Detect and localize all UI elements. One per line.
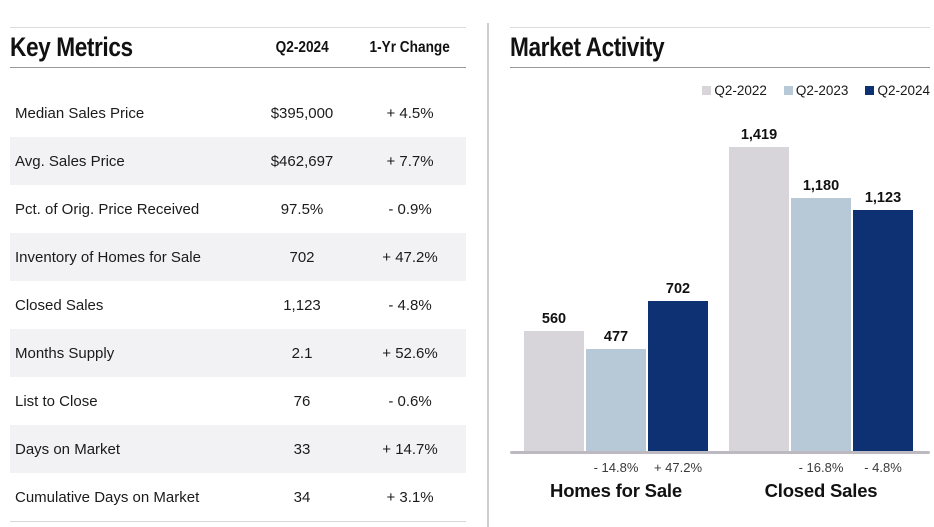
pct-change-label: - 16.8%: [798, 460, 844, 475]
bar-col: 702: [648, 280, 708, 451]
category-label-homes-for-sale: Homes for Sale: [550, 480, 682, 501]
metric-value: 34: [293, 488, 311, 506]
table-row: List to Close 76 - 0.6%: [10, 377, 466, 425]
metric-change: + 52.6%: [382, 344, 438, 362]
column-header-change: 1-Yr Change: [369, 38, 451, 56]
metric-value: 1,123: [283, 296, 321, 314]
market-activity-title: Market Activity: [510, 32, 665, 62]
category-label-closed-sales: Closed Sales: [764, 480, 878, 501]
bar-chart-plot: 560 477 702 1,419 1,180: [510, 121, 930, 451]
legend-item-q2-2022: Q2-2022: [702, 83, 767, 98]
bar-q2-2022-homes: [524, 331, 584, 451]
bar-value-label: 1,419: [740, 127, 778, 143]
metric-change: + 14.7%: [382, 440, 438, 458]
pct-group-homes-for-sale: - 14.8% + 47.2%: [524, 460, 708, 475]
metric-change: + 4.5%: [386, 104, 434, 122]
legend-item-q2-2023: Q2-2023: [783, 82, 849, 98]
bar-col: 477: [586, 328, 646, 451]
metric-value: 2.1: [291, 344, 313, 362]
metric-label: Avg. Sales Price: [15, 152, 125, 170]
metric-value: $462,697: [270, 152, 334, 170]
bar-group-closed-sales: 1,419 1,180 1,123: [729, 126, 913, 451]
legend-swatch-icon: [702, 85, 712, 95]
bar-col: 1,419: [729, 126, 789, 451]
bar-value-label: 702: [665, 281, 691, 297]
key-metrics-panel: Key Metrics Q2-2024 1-Yr Change Median S…: [10, 27, 466, 522]
table-row: Inventory of Homes for Sale 702 + 47.2%: [10, 233, 466, 281]
vertical-divider: [487, 23, 489, 527]
pct-change-label: - 14.8%: [593, 460, 639, 475]
column-header-period: Q2-2024: [275, 38, 329, 56]
market-activity-header: Market Activity: [510, 27, 930, 68]
legend-swatch-icon: [783, 85, 793, 95]
metric-label: Months Supply: [15, 344, 115, 362]
bar-col: 560: [524, 310, 584, 451]
category-label-row: Homes for Sale Closed Sales: [510, 480, 930, 502]
metric-value: 97.5%: [280, 200, 324, 218]
metric-change: - 0.6%: [388, 392, 432, 410]
legend-label: Q2-2022: [714, 82, 767, 98]
table-spacer: [10, 68, 466, 89]
metric-label: Days on Market: [15, 440, 121, 458]
pct-change-label: [524, 460, 584, 475]
legend-label: Q2-2024: [877, 82, 930, 98]
legend-label: Q2-2023: [795, 82, 849, 98]
metric-change: + 3.1%: [386, 488, 434, 506]
pct-group-closed-sales: - 16.8% - 4.8%: [729, 460, 913, 475]
bar-col: 1,123: [853, 189, 913, 451]
metric-change: + 47.2%: [382, 248, 438, 266]
bar-q2-2022-closed: [729, 147, 789, 451]
bar-q2-2024-homes: [648, 301, 708, 451]
key-metrics-header: Key Metrics Q2-2024 1-Yr Change: [10, 27, 466, 68]
bar-value-label: 1,180: [802, 178, 840, 194]
x-axis-line: [510, 451, 930, 454]
metrics-table: Median Sales Price $395,000 + 4.5% Avg. …: [10, 89, 466, 522]
table-row: Pct. of Orig. Price Received 97.5% - 0.9…: [10, 185, 466, 233]
table-column-headers: Q2-2024 1-Yr Change: [242, 39, 466, 57]
metric-change: - 0.9%: [388, 200, 432, 218]
pct-change-label: [729, 460, 789, 475]
metric-label: List to Close: [15, 392, 98, 410]
table-row: Avg. Sales Price $462,697 + 7.7%: [10, 137, 466, 185]
table-row: Median Sales Price $395,000 + 4.5%: [10, 89, 466, 137]
bar-q2-2023-closed: [791, 198, 851, 451]
metric-value: $395,000: [270, 104, 334, 122]
pct-change-row: - 14.8% + 47.2% - 16.8% - 4.8%: [510, 460, 930, 475]
pct-change-label: + 47.2%: [653, 460, 703, 475]
table-row: Closed Sales 1,123 - 4.8%: [10, 281, 466, 329]
metric-label: Closed Sales: [15, 296, 104, 314]
bar-value-label: 477: [603, 329, 629, 345]
metric-label: Inventory of Homes for Sale: [15, 248, 201, 266]
bar-col: 1,180: [791, 177, 851, 451]
metric-label: Cumulative Days on Market: [15, 488, 200, 506]
bar-q2-2023-homes: [586, 349, 646, 451]
metric-value: 33: [293, 440, 311, 458]
metric-change: + 7.7%: [386, 152, 434, 170]
metric-value: 702: [289, 248, 315, 266]
legend-item-q2-2024: Q2-2024: [865, 83, 930, 98]
metric-change: - 4.8%: [388, 296, 432, 314]
pct-change-label: - 4.8%: [864, 460, 902, 475]
chart-legend: Q2-2022 Q2-2023 Q2-2024: [510, 81, 930, 99]
metric-label: Pct. of Orig. Price Received: [15, 200, 200, 218]
market-activity-panel: Market Activity Q2-2022 Q2-2023 Q2-2024 …: [510, 27, 930, 502]
metric-value: 76: [293, 392, 311, 410]
table-row: Days on Market 33 + 14.7%: [10, 425, 466, 473]
legend-swatch-icon: [865, 85, 875, 95]
key-metrics-title: Key Metrics: [10, 32, 133, 62]
bar-value-label: 560: [541, 311, 567, 327]
table-row: Cumulative Days on Market 34 + 3.1%: [10, 473, 466, 521]
bar-q2-2024-closed: [853, 210, 913, 451]
metric-label: Median Sales Price: [15, 104, 145, 122]
bar-group-homes-for-sale: 560 477 702: [524, 280, 708, 451]
bar-value-label: 1,123: [864, 190, 902, 206]
table-row: Months Supply 2.1 + 52.6%: [10, 329, 466, 377]
